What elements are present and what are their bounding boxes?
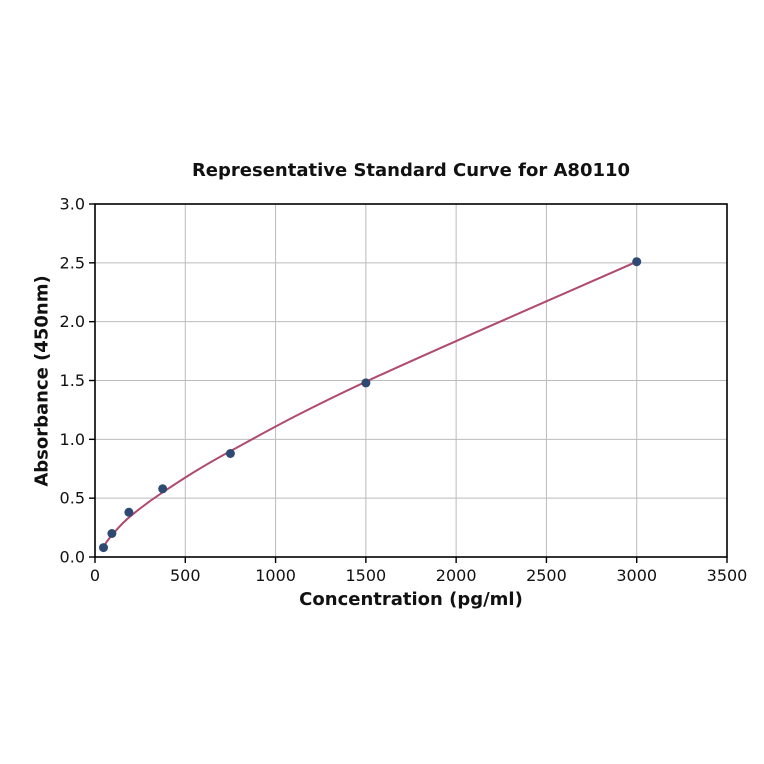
data-point bbox=[225, 449, 235, 458]
x-tick-label: 2500 bbox=[526, 566, 567, 585]
y-tick-label: 1.5 bbox=[60, 371, 85, 390]
x-tick-label: 3000 bbox=[616, 566, 657, 585]
y-tick-label: 0.0 bbox=[60, 548, 85, 567]
y-tick-label: 0.5 bbox=[60, 489, 85, 508]
data-point bbox=[632, 257, 642, 267]
x-tick-label: 0 bbox=[90, 566, 100, 585]
data-point bbox=[158, 484, 168, 494]
y-tick-label: 2.5 bbox=[60, 253, 85, 272]
x-tick-label: 3500 bbox=[707, 566, 748, 585]
data-point bbox=[124, 507, 134, 517]
x-tick-label: 2000 bbox=[436, 566, 477, 585]
y-tick-label: 3.0 bbox=[60, 195, 85, 214]
y-tick-label: 2.0 bbox=[60, 312, 85, 331]
data-point bbox=[107, 529, 117, 538]
fit-curve-path bbox=[99, 260, 638, 552]
y-tick-label: 1.0 bbox=[60, 430, 85, 449]
data-point bbox=[361, 378, 371, 388]
data-point bbox=[99, 543, 108, 553]
x-tick-label: 1500 bbox=[345, 566, 386, 585]
x-tick-label: 1000 bbox=[255, 566, 296, 585]
x-axis-label: Concentration (pg/ml) bbox=[299, 589, 523, 610]
chart-title: Representative Standard Curve for A80110 bbox=[191, 160, 631, 181]
x-tick-label: 500 bbox=[170, 566, 201, 585]
